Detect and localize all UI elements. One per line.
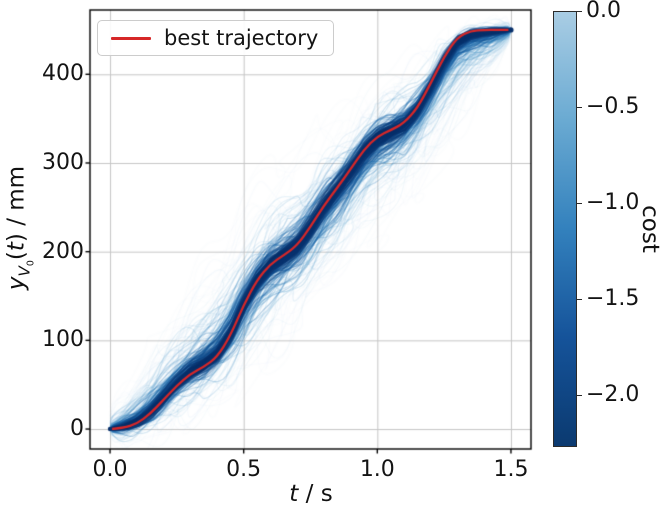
legend: best trajectory (97, 20, 335, 56)
colorbar-tick-label: −0.5 (586, 94, 640, 120)
colorbar-tick-label: 0.0 (586, 0, 621, 23)
colorbar-tick (577, 298, 582, 301)
y-tick-label: 200 (42, 238, 84, 264)
y-tick-label: 400 (42, 61, 84, 87)
colorbar-tick (577, 106, 582, 109)
colorbar-tick-label: −1.5 (586, 286, 640, 312)
legend-label: best trajectory (164, 26, 319, 50)
x-tick-label: 1.0 (359, 457, 395, 482)
colorbar-tick (577, 10, 582, 12)
x-tick-label: 1.5 (493, 457, 529, 482)
y-tick-label: 100 (42, 327, 84, 353)
x-axis-label: t / s (289, 481, 333, 507)
x-tick-label: 0.5 (226, 457, 262, 482)
colorbar-tick-label: −2.0 (586, 382, 640, 408)
colorbar-label: cost (637, 205, 663, 253)
y-tick-label: 300 (42, 149, 84, 175)
x-tick-label: 0.0 (92, 457, 128, 482)
legend-line-sample (111, 36, 151, 40)
y-axis-label: yV0(t) / mm (3, 165, 37, 291)
colorbar-tick (577, 394, 582, 397)
colorbar (553, 11, 577, 447)
y-tick-label: 0 (70, 416, 84, 442)
colorbar-tick-label: −1.0 (586, 190, 640, 216)
colorbar-tick (577, 202, 582, 205)
